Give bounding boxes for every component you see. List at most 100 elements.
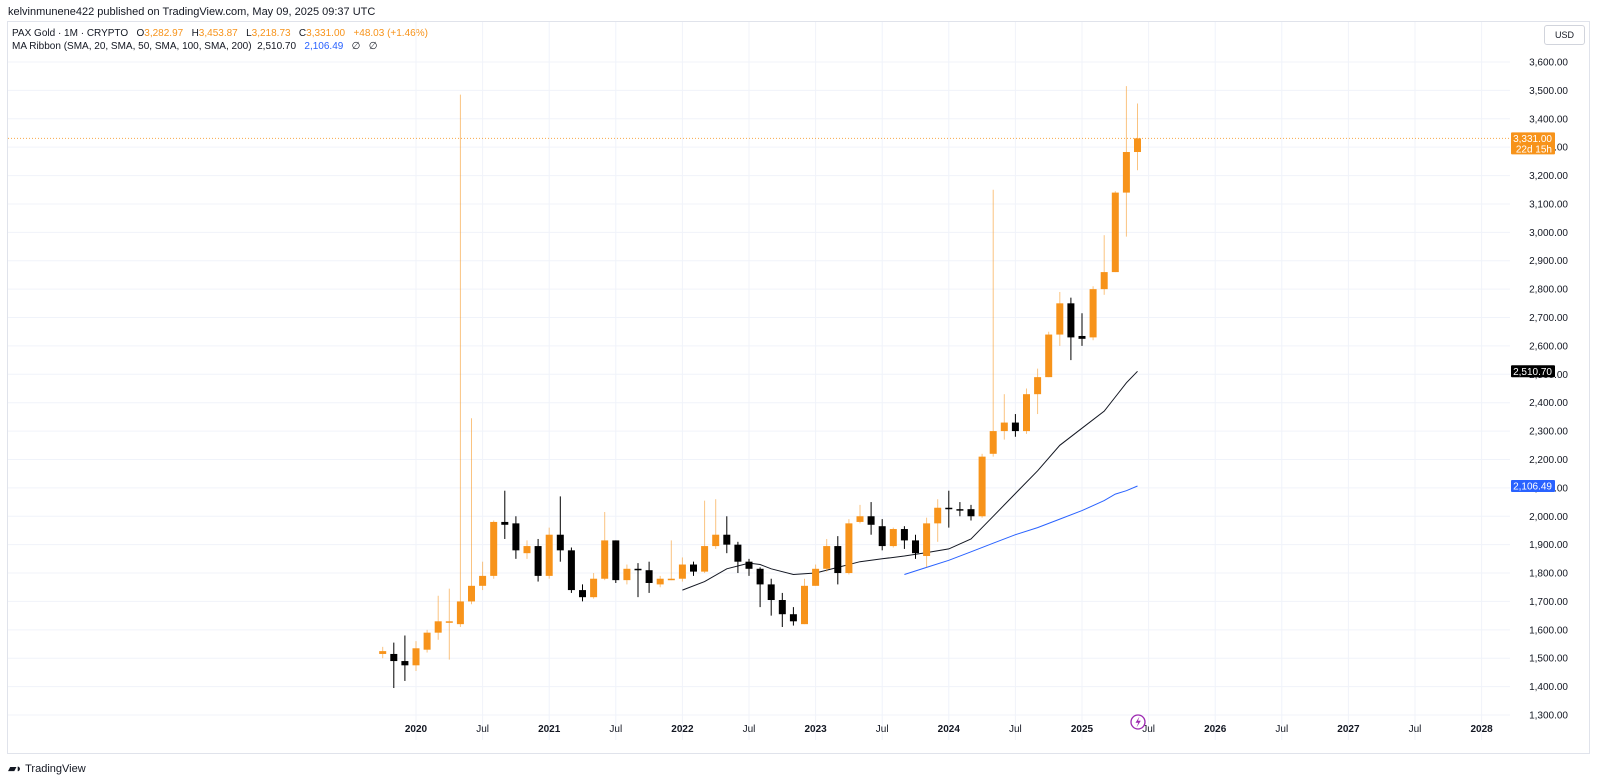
candle-body (534, 546, 542, 576)
candle (512, 516, 520, 559)
candle (434, 595, 442, 640)
ma-ribbon-legend-row[interactable]: MA Ribbon (SMA, 20, SMA, 50, SMA, 100, S… (12, 40, 428, 53)
moving-averages (682, 370, 1138, 591)
y-tick-label: 1,300.00 (1529, 711, 1568, 722)
candle (1056, 291, 1064, 346)
x-tick-label: 2023 (804, 724, 827, 735)
candle-body (556, 534, 564, 551)
candle (390, 642, 398, 689)
candle-body (645, 570, 653, 583)
chart-legend: PAX Gold · 1M · CRYPTO O3,282.97 H3,453.… (12, 27, 428, 53)
candle (923, 517, 931, 568)
candle-body (690, 564, 697, 572)
candle (678, 557, 686, 582)
tradingview-icon: ▰◗ (8, 763, 22, 775)
candle (1134, 103, 1141, 171)
y-tick-label: 1,600.00 (1529, 625, 1568, 636)
y-tick-label: 2,400.00 (1529, 398, 1568, 409)
candle-body (1122, 152, 1130, 193)
y-tick-label: 2,600.00 (1529, 341, 1568, 352)
low-value: 3,218.73 (251, 28, 291, 39)
candle-body (490, 521, 498, 576)
x-tick-label: 2025 (1071, 724, 1094, 735)
symbol-label: PAX Gold · 1M · CRYPTO (12, 28, 129, 39)
candle (734, 541, 742, 574)
candle-body (579, 590, 586, 598)
time-axis[interactable]: 2020 Jul 2021 Jul 2022 Jul 2023 Jul 2024 Jul 2025 J… (405, 724, 1493, 735)
candle-body (1045, 334, 1053, 378)
ma-ribbon-label: MA Ribbon (SMA, 20, SMA, 50, SMA, 100, S… (12, 41, 252, 52)
candle-body (712, 534, 720, 547)
candle-body (789, 614, 797, 622)
candle-body (989, 431, 997, 454)
candle-body (812, 568, 820, 586)
candle (1000, 394, 1008, 440)
candle (468, 418, 475, 605)
candle (579, 584, 586, 602)
candle-body (878, 526, 886, 547)
candle (978, 453, 986, 518)
x-tick-label: Jul (876, 724, 889, 735)
candle-body (1089, 289, 1097, 338)
tradingview-logo[interactable]: ▰◗ TradingView (8, 762, 86, 776)
candle (889, 527, 897, 548)
y-tick-label: 1,400.00 (1529, 682, 1568, 693)
candle (612, 540, 620, 583)
price-tag-bg (1511, 480, 1555, 493)
candle (667, 540, 675, 581)
x-tick-label: 2028 (1470, 724, 1493, 735)
y-tick-label: 2,300.00 (1529, 427, 1568, 438)
candle-body (590, 578, 598, 598)
candle-body (923, 523, 931, 557)
ma200-value: ∅ (368, 41, 378, 52)
candle-body (379, 651, 387, 654)
candle (712, 499, 720, 549)
candle (945, 490, 953, 528)
candle-body (1134, 138, 1141, 153)
x-tick-label: 2024 (938, 724, 961, 735)
candle (845, 519, 853, 575)
candle (456, 94, 464, 627)
x-tick-label: Jul (1142, 724, 1155, 735)
candle-body (456, 601, 464, 625)
candle-body (867, 516, 875, 525)
candle-body (978, 456, 986, 517)
candle-body (1034, 377, 1042, 395)
candle-body (623, 568, 631, 581)
candle-body (667, 578, 675, 581)
y-tick-label: 2,800.00 (1529, 285, 1568, 296)
candle (834, 536, 842, 585)
ohlc-legend-row[interactable]: PAX Gold · 1M · CRYPTO O3,282.97 H3,453.… (12, 27, 428, 40)
lightning-icon[interactable] (1130, 714, 1146, 730)
candle-body (412, 648, 420, 666)
price-tag: 2,106.49 (1511, 480, 1555, 493)
candle-body (634, 568, 642, 571)
low-label: L (246, 28, 252, 39)
close-label: C (298, 28, 307, 39)
price-axis[interactable]: 1,300.00 1,400.00 1,500.00 1,600.00 1,700.00… (1529, 58, 1568, 722)
candle (1034, 368, 1042, 415)
candle-body (656, 578, 664, 585)
candle (634, 563, 642, 598)
candle-body (900, 529, 908, 541)
candle-body (545, 534, 553, 576)
y-tick-label: 2,000.00 (1529, 512, 1568, 523)
candle-body (612, 540, 620, 581)
open-value: 3,282.97 (144, 28, 184, 39)
candle-body (1056, 303, 1064, 335)
x-tick-label: Jul (1275, 724, 1288, 735)
candle (379, 646, 387, 659)
candle (1067, 297, 1075, 361)
candle (412, 641, 420, 671)
candle-body (945, 507, 953, 510)
candle (490, 520, 498, 579)
candle (1011, 414, 1019, 437)
candle-body (1078, 335, 1086, 339)
candle-body (823, 546, 831, 569)
candle (812, 564, 820, 586)
candle (623, 564, 631, 585)
currency-button[interactable]: USD (1544, 25, 1585, 45)
candle (767, 578, 775, 616)
y-tick-label: 2,900.00 (1529, 256, 1568, 267)
